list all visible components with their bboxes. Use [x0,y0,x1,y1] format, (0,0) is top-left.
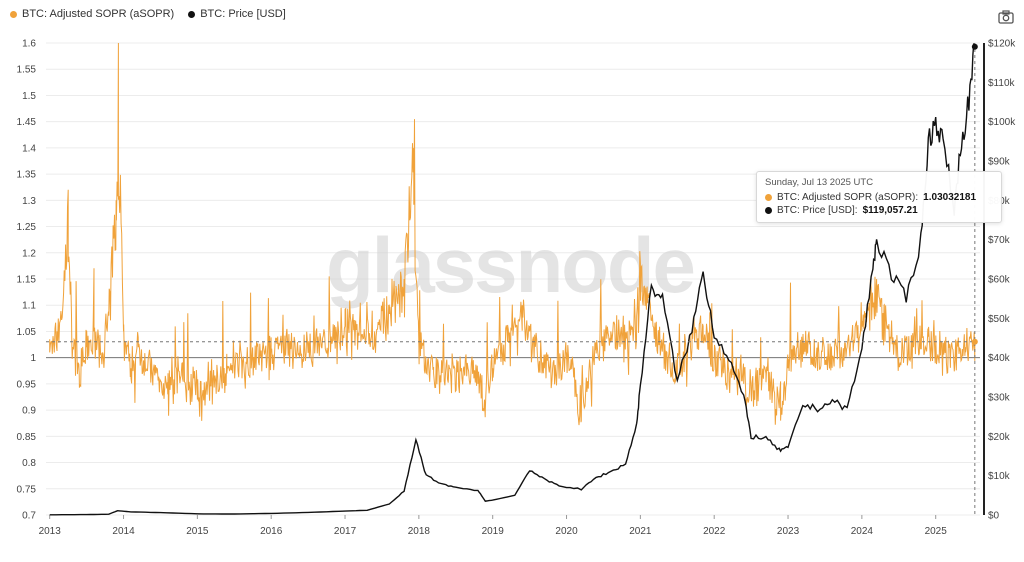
watermark-text: glassnode [326,221,694,309]
x-axis: 2013 2014 2015 2016 2017 2018 2019 2020 2021 2022… [39,515,948,537]
x-tick-label: 2023 [777,526,800,537]
legend-label-asopr: BTC: Adjusted SOPR (aSOPR) [22,8,175,20]
right-tick-label: $20k [988,432,1011,443]
right-tick-label: $120k [988,39,1016,50]
x-tick-label: 2014 [112,526,135,537]
camera-icon[interactable] [998,10,1014,24]
series-layer [46,42,980,516]
left-tick-label: 0.9 [22,406,36,417]
hover-marker-price [971,43,978,50]
left-axis: 1.6 1.55 1.5 1.45 1.4 1.35 1.3 1.25 1.2 1.15 1.1 1.… [17,39,37,522]
tooltip-date: Sunday, Jul 13 2025 UTC [765,177,874,188]
right-tick-label: $110k [988,78,1016,89]
right-tick-label: $0 [988,511,1000,522]
x-tick-label: 2020 [555,526,578,537]
left-tick-label: 1.5 [22,91,36,102]
tooltip-row-price: BTC: Price [USD]: $119,057.21 [765,205,993,216]
tooltip-price-label: BTC: Price [USD]: [777,205,858,216]
tooltip-asopr-value: 1.03032181 [923,192,977,203]
tooltip-asopr-label: BTC: Adjusted SOPR (aSOPR): [777,192,919,203]
x-tick-label: 2016 [260,526,283,537]
left-tick-label: 1 [30,353,36,364]
left-tick-label: 1.45 [17,117,37,128]
left-tick-label: 0.8 [22,458,36,469]
right-tick-label: $90k [988,157,1011,168]
legend-swatch-asopr [10,10,17,18]
tooltip-row-asopr: BTC: Adjusted SOPR (aSOPR): 1.03032181 [765,192,993,203]
hover-marker-asopr [971,338,978,345]
left-tick-label: 1.3 [22,196,36,207]
x-tick-label: 2017 [334,526,357,537]
x-tick-label: 2022 [703,526,726,537]
legend-item-asopr[interactable]: BTC: Adjusted SOPR (aSOPR) [10,8,174,20]
right-tick-label: $30k [988,393,1011,404]
x-tick-label: 2025 [925,526,948,537]
x-tick-label: 2019 [482,526,505,537]
tooltip-price-value: $119,057.21 [862,205,918,216]
legend-swatch-price [188,10,196,18]
right-tick-label: $70k [988,235,1011,246]
x-tick-label: 2018 [408,526,431,537]
hover-tooltip: Sunday, Jul 13 2025 UTC BTC: Adjusted SO… [756,171,1002,223]
x-tick-label: 2024 [851,526,874,537]
left-tick-label: 1.4 [22,143,36,154]
left-tick-label: 1.05 [17,327,37,338]
right-tick-label: $60k [988,275,1011,286]
series-line-price [49,43,976,516]
legend-label-price: BTC: Price [USD] [200,8,286,20]
right-tick-label: $50k [988,314,1011,325]
right-tick-label: $40k [988,353,1011,364]
tooltip-swatch-asopr [765,194,772,201]
right-tick-label: $10k [988,471,1011,482]
left-tick-label: 1.25 [17,222,37,233]
right-axis: $120k$110k$100k$90k$80k$70k$60k$50k$40k$… [988,39,1016,522]
left-tick-label: 0.85 [17,432,37,443]
left-tick-label: 0.95 [17,379,37,390]
x-tick-label: 2021 [629,526,652,537]
tooltip-swatch-price [765,207,772,214]
left-tick-label: 1.55 [17,65,37,76]
series-line-asopr [49,42,976,426]
left-tick-label: 0.7 [22,511,36,522]
x-tick-label: 2015 [186,526,209,537]
crosshair [46,43,985,515]
left-tick-label: 1.35 [17,170,37,181]
left-tick-label: 0.75 [17,484,37,495]
x-tick-label: 2013 [39,526,62,537]
left-tick-label: 1.1 [22,301,36,312]
left-tick-label: 1.2 [22,248,36,259]
chart-legend: BTC: Adjusted SOPR (aSOPR) BTC: Price [U… [10,8,286,20]
right-tick-label: $100k [988,117,1016,128]
left-tick-label: 1.15 [17,275,37,286]
legend-item-price[interactable]: BTC: Price [USD] [188,8,286,20]
left-tick-label: 1.6 [22,39,36,50]
